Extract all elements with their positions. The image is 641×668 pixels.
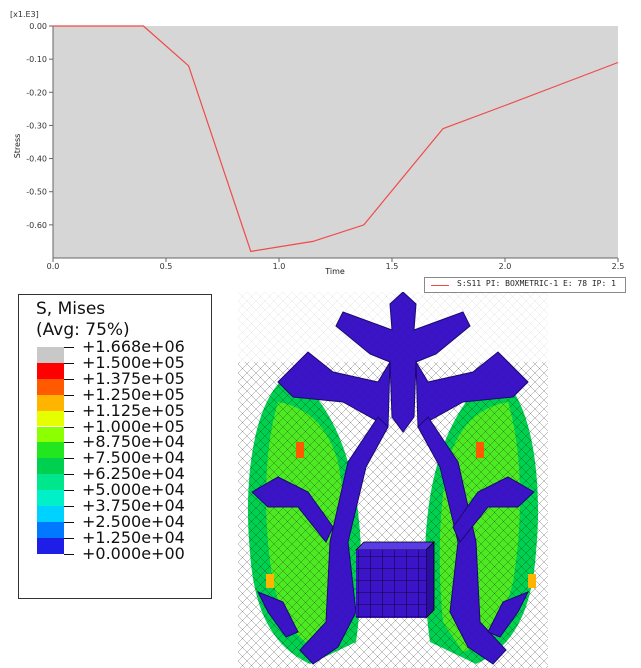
right-lower-hotspot <box>528 574 536 588</box>
y-tick-label: -0.30 <box>26 121 47 130</box>
contour-legend-subtitle: (Avg: 75%) <box>36 320 130 340</box>
left-hotspot <box>296 442 304 458</box>
plot-area <box>53 26 618 258</box>
right-hotspot <box>476 442 484 458</box>
contour-level-label: +1.668e+06 <box>82 337 185 356</box>
contour-swatch <box>37 537 64 554</box>
legend-line-swatch <box>431 285 449 286</box>
contour-level-label: +1.500e+05 <box>82 352 185 372</box>
contour-level-label: +0.000e+00 <box>82 543 185 563</box>
contour-level-label: +6.250e+04 <box>82 464 185 484</box>
fe-model-view <box>238 292 548 668</box>
contour-tick <box>64 410 74 412</box>
contour-tick <box>64 474 74 476</box>
y-tick-label: -0.40 <box>26 155 47 164</box>
y-ticks: 0.00 -0.10 -0.20 -0.30 -0.40 -0.50 -0.60 <box>26 22 53 230</box>
contour-tick <box>64 537 74 539</box>
contour-tick <box>64 394 74 396</box>
contour-tick <box>64 378 74 380</box>
contour-swatch <box>37 490 64 506</box>
legend-series-label: S:S11 PI: BOXMETRIC-1 E: 78 IP: 1 <box>457 279 616 288</box>
series-line-s11 <box>53 25 619 253</box>
contour-swatch <box>37 474 64 491</box>
left-lower-hotspot <box>266 574 274 588</box>
contour-level-label: +5.000e+04 <box>82 480 185 500</box>
y-tick-label: -0.20 <box>26 88 47 97</box>
y-tick-label: -0.50 <box>26 188 47 197</box>
contour-level-label: +1.250e+04 <box>82 527 185 547</box>
contour-swatch <box>37 521 64 538</box>
contour-swatch <box>37 410 64 427</box>
y-tick-label: -0.60 <box>26 221 47 230</box>
contour-level-label: +1.000e+05 <box>82 416 185 436</box>
plot-legend: S:S11 PI: BOXMETRIC-1 E: 78 IP: 1 <box>424 277 626 293</box>
contour-swatch <box>37 506 64 522</box>
contour-tick <box>64 553 74 555</box>
contour-level-label: +2.500e+04 <box>82 511 185 531</box>
contour-swatch <box>37 442 64 459</box>
y-tick-label: -0.10 <box>26 55 47 64</box>
contour-swatch <box>37 378 64 395</box>
contour-tick <box>64 506 74 507</box>
y-tick-label: 0.00 <box>29 22 47 31</box>
contour-legend: S, Mises (Avg: 75%) +1.668e+06 +1.500e+05… <box>18 294 212 599</box>
box-metric <box>355 541 435 619</box>
x-tick-label: 2.5 <box>612 262 625 271</box>
x-tick-label: 0.0 <box>47 262 60 271</box>
x-tick-label: 0.5 <box>160 262 173 271</box>
contour-level-label: +8.750e+04 <box>82 432 185 452</box>
x-tick-label: 1.0 <box>273 262 286 271</box>
x-tick-label: 1.5 <box>386 262 399 271</box>
contour-level-label: +3.750e+04 <box>82 496 185 515</box>
contour-swatch <box>37 347 64 363</box>
contour-swatch <box>37 426 64 443</box>
contour-level-label: +1.125e+05 <box>82 400 185 420</box>
y-axis-title: Stress <box>13 134 22 159</box>
x-ticks: 0.0 0.5 1.0 1.5 2.0 2.5 <box>47 258 625 271</box>
contour-swatch <box>37 458 64 475</box>
contour-tick <box>64 521 74 523</box>
contour-legend-title: S, Mises <box>36 299 106 319</box>
contour-tick <box>64 442 74 444</box>
contour-level-label: +1.250e+05 <box>82 384 185 404</box>
contour-tick <box>64 490 74 492</box>
contour-tick <box>64 347 74 348</box>
contour-tick <box>64 458 74 460</box>
y-multiplier-label: [x1.E3] <box>10 10 39 19</box>
contour-tick <box>64 426 74 428</box>
contour-tick <box>64 362 74 364</box>
contour-level-label: +1.375e+05 <box>82 368 185 388</box>
x-axis-title: Time <box>324 267 345 276</box>
contour-swatch <box>37 394 64 411</box>
contour-swatch <box>37 362 64 379</box>
x-tick-label: 2.0 <box>499 262 512 271</box>
contour-level-label: +7.500e+04 <box>82 448 185 468</box>
stress-time-plot: 0.00-0.10-0.20-0.30-0.40-0.50-0.60 0.0 0.… <box>10 10 625 276</box>
